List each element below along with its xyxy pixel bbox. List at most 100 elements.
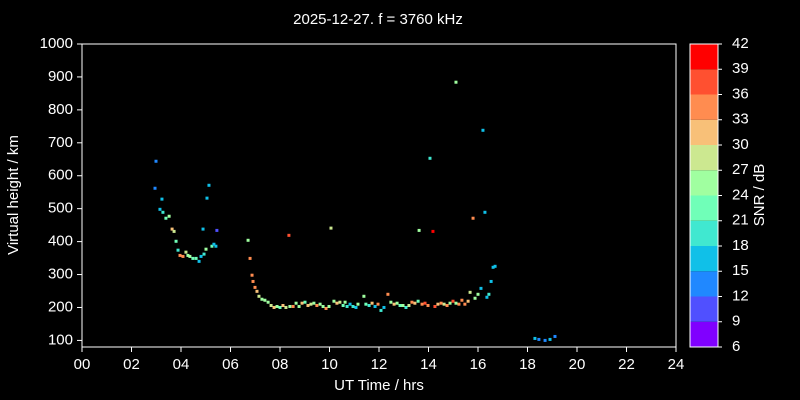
x-tick-label: 22	[618, 356, 635, 373]
colorbar-band	[690, 195, 718, 221]
data-point	[312, 301, 316, 305]
data-point	[246, 238, 250, 242]
data-point	[309, 302, 313, 306]
colorbar-band	[690, 220, 718, 246]
x-tick-label: 12	[371, 356, 388, 373]
colorbar-band	[690, 170, 718, 196]
data-point	[553, 334, 557, 338]
y-tick-label: 900	[48, 68, 73, 85]
data-point	[266, 300, 270, 304]
data-point	[376, 302, 380, 306]
data-point	[306, 304, 310, 308]
data-point	[445, 304, 449, 308]
data-point	[356, 302, 360, 306]
data-point	[382, 305, 386, 309]
data-point	[476, 292, 480, 296]
data-point	[364, 302, 368, 306]
data-point	[485, 295, 489, 299]
data-point	[420, 302, 424, 306]
data-point	[457, 302, 461, 306]
x-tick-label: 02	[123, 356, 140, 373]
colorbar-label: SNR / dB	[751, 164, 768, 227]
data-point	[351, 304, 355, 308]
colorbar-band	[690, 296, 718, 322]
data-point	[386, 292, 390, 296]
data-point	[248, 256, 252, 260]
y-axis-label: Virtual height / km	[5, 135, 22, 255]
colorbar-band	[690, 321, 718, 347]
data-point	[278, 305, 282, 309]
data-point	[253, 285, 257, 289]
data-point	[153, 186, 157, 190]
data-point	[479, 286, 483, 290]
y-tick-label: 400	[48, 233, 73, 250]
data-point	[345, 304, 349, 308]
data-point	[321, 304, 325, 308]
data-point	[181, 254, 185, 258]
colorbar-tick-label: 18	[732, 237, 749, 254]
data-point	[315, 304, 319, 308]
data-point	[269, 304, 273, 308]
data-point	[191, 256, 195, 260]
data-point	[251, 279, 255, 283]
data-point	[451, 299, 455, 303]
data-point	[186, 253, 190, 257]
data-point	[291, 304, 295, 308]
colorbar-band	[690, 119, 718, 145]
data-point	[194, 256, 198, 260]
x-tick-label: 20	[569, 356, 586, 373]
data-point	[416, 299, 420, 303]
data-point	[463, 302, 467, 306]
data-point	[460, 298, 464, 302]
data-point	[257, 294, 261, 298]
data-point	[161, 210, 165, 214]
y-tick-label: 700	[48, 134, 73, 151]
data-point	[379, 308, 383, 312]
data-point	[341, 304, 345, 308]
x-tick-label: 14	[420, 356, 437, 373]
data-point	[362, 294, 366, 298]
data-point	[348, 302, 352, 306]
data-point	[404, 305, 408, 309]
data-point	[158, 207, 162, 211]
data-point	[448, 301, 452, 305]
colorbar-band	[690, 94, 718, 120]
data-point	[442, 302, 446, 306]
colorbar-band	[690, 271, 718, 297]
x-tick-label: 10	[321, 356, 338, 373]
data-point	[343, 300, 347, 304]
data-point	[533, 336, 537, 340]
colorbar-band	[690, 69, 718, 95]
data-point	[389, 300, 393, 304]
x-axis-label: UT Time / hrs	[334, 377, 424, 394]
chart-title: 2025-12-27. f = 3760 kHz	[293, 11, 463, 28]
data-point	[483, 210, 487, 214]
y-tick-label: 600	[48, 167, 73, 184]
data-point	[327, 304, 331, 308]
data-point	[303, 300, 307, 304]
colorbar-tick-label: 15	[732, 262, 749, 279]
data-point	[428, 156, 432, 160]
data-point	[454, 301, 458, 305]
data-point	[395, 301, 399, 305]
data-point	[275, 304, 279, 308]
data-point	[431, 229, 435, 233]
data-point	[214, 244, 218, 248]
colorbar-tick-label: 12	[732, 287, 749, 304]
y-tick-label: 100	[48, 331, 73, 348]
data-point	[436, 302, 440, 306]
data-point	[197, 259, 201, 263]
data-point	[205, 196, 209, 200]
x-tick-label: 00	[74, 356, 91, 373]
data-point	[417, 228, 421, 232]
data-point	[370, 301, 374, 305]
data-point	[329, 226, 333, 230]
data-point	[548, 337, 552, 341]
data-point	[367, 304, 371, 308]
colorbar-tick-label: 36	[732, 85, 749, 102]
data-point	[468, 290, 472, 294]
data-point	[439, 301, 443, 305]
data-point	[392, 302, 396, 306]
data-point	[324, 306, 328, 310]
